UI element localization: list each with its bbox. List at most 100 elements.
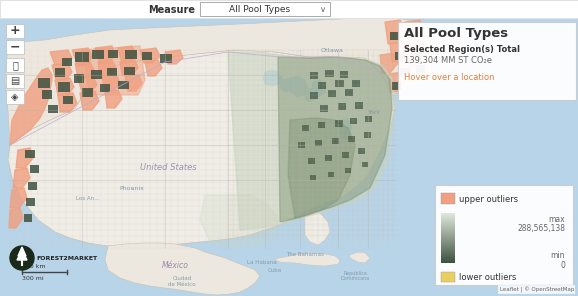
Text: FOREST2MARKET: FOREST2MARKET [36, 255, 97, 260]
Text: min: min [550, 250, 565, 260]
Bar [6, 24, 24, 38]
Text: United States: United States [140, 163, 197, 173]
Bar [0, 0, 578, 18]
Bar [365, 116, 372, 122]
Bar [325, 155, 332, 161]
Bar [441, 193, 455, 204]
Text: 0: 0 [560, 260, 565, 269]
Polygon shape [52, 63, 72, 80]
Polygon shape [120, 60, 138, 75]
Polygon shape [263, 70, 282, 86]
Polygon shape [95, 46, 115, 64]
Polygon shape [350, 252, 370, 263]
Bar [6, 90, 24, 104]
Bar [107, 68, 117, 76]
Bar [92, 50, 104, 59]
Polygon shape [228, 52, 395, 230]
Polygon shape [10, 188, 27, 208]
Polygon shape [385, 20, 405, 44]
Bar [28, 182, 37, 190]
Polygon shape [13, 168, 30, 188]
Text: ▤: ▤ [10, 76, 20, 86]
Bar [350, 118, 357, 124]
Bar [42, 90, 52, 99]
Bar [55, 68, 65, 77]
Text: ◈: ◈ [11, 92, 18, 102]
Polygon shape [78, 76, 97, 93]
Bar [342, 152, 349, 158]
Polygon shape [278, 57, 392, 222]
Text: Ciudad
de México: Ciudad de México [168, 276, 196, 287]
Polygon shape [275, 253, 340, 266]
Text: Leaflet | © OpenStreetMap: Leaflet | © OpenStreetMap [499, 287, 574, 293]
Text: Measure: Measure [148, 5, 195, 15]
Bar [6, 74, 24, 88]
Bar [390, 32, 400, 40]
Text: +: + [10, 25, 20, 38]
Polygon shape [200, 195, 278, 248]
Text: República
Dominicana: República Dominicana [340, 270, 369, 281]
Bar [355, 102, 363, 109]
Bar [82, 88, 93, 97]
Bar [30, 165, 39, 173]
Bar [38, 78, 50, 88]
Polygon shape [82, 46, 145, 95]
Bar [345, 168, 351, 173]
Bar [108, 50, 118, 58]
Polygon shape [405, 20, 424, 44]
Bar [318, 122, 325, 128]
Text: ∨: ∨ [320, 5, 326, 14]
Polygon shape [105, 90, 122, 108]
FancyBboxPatch shape [435, 185, 573, 285]
Polygon shape [16, 148, 33, 168]
Polygon shape [312, 80, 326, 97]
Bar [392, 82, 401, 90]
Polygon shape [75, 62, 94, 78]
Bar [74, 74, 84, 83]
Text: upper outliers: upper outliers [459, 194, 518, 204]
Polygon shape [305, 210, 330, 245]
Bar [118, 81, 129, 89]
Bar [6, 40, 24, 54]
Bar [332, 138, 339, 144]
Bar [75, 52, 89, 62]
Polygon shape [380, 53, 398, 73]
Text: •: • [132, 189, 134, 193]
Text: ⎙: ⎙ [12, 60, 18, 70]
Polygon shape [72, 48, 92, 66]
Polygon shape [98, 60, 116, 76]
Text: 500 km: 500 km [22, 264, 46, 269]
Text: Ottawa: Ottawa [321, 47, 343, 52]
Bar [352, 80, 360, 87]
Polygon shape [290, 76, 308, 97]
Bar [24, 214, 32, 222]
Polygon shape [50, 50, 72, 65]
Bar [328, 90, 336, 97]
Text: Los An…: Los An… [76, 195, 100, 200]
Bar [26, 198, 35, 206]
Bar [400, 68, 410, 76]
Bar [345, 89, 353, 96]
Polygon shape [17, 250, 27, 260]
Bar [320, 105, 328, 112]
Bar [308, 158, 315, 164]
Bar [310, 175, 316, 180]
FancyBboxPatch shape [200, 2, 330, 16]
Bar [348, 136, 355, 142]
Bar [310, 92, 318, 99]
Polygon shape [10, 68, 52, 145]
Bar [0, 0, 578, 18]
Text: York: York [368, 110, 381, 115]
Bar [412, 52, 422, 60]
Bar [6, 58, 24, 72]
Bar [142, 52, 152, 60]
Bar [125, 50, 137, 59]
Bar [335, 120, 343, 127]
Bar [441, 272, 455, 282]
Text: Hover over a location: Hover over a location [404, 73, 495, 83]
Text: All Pool Types: All Pool Types [404, 28, 508, 41]
Polygon shape [305, 88, 318, 102]
Bar [124, 67, 135, 75]
Polygon shape [435, 28, 468, 52]
Polygon shape [410, 42, 428, 62]
